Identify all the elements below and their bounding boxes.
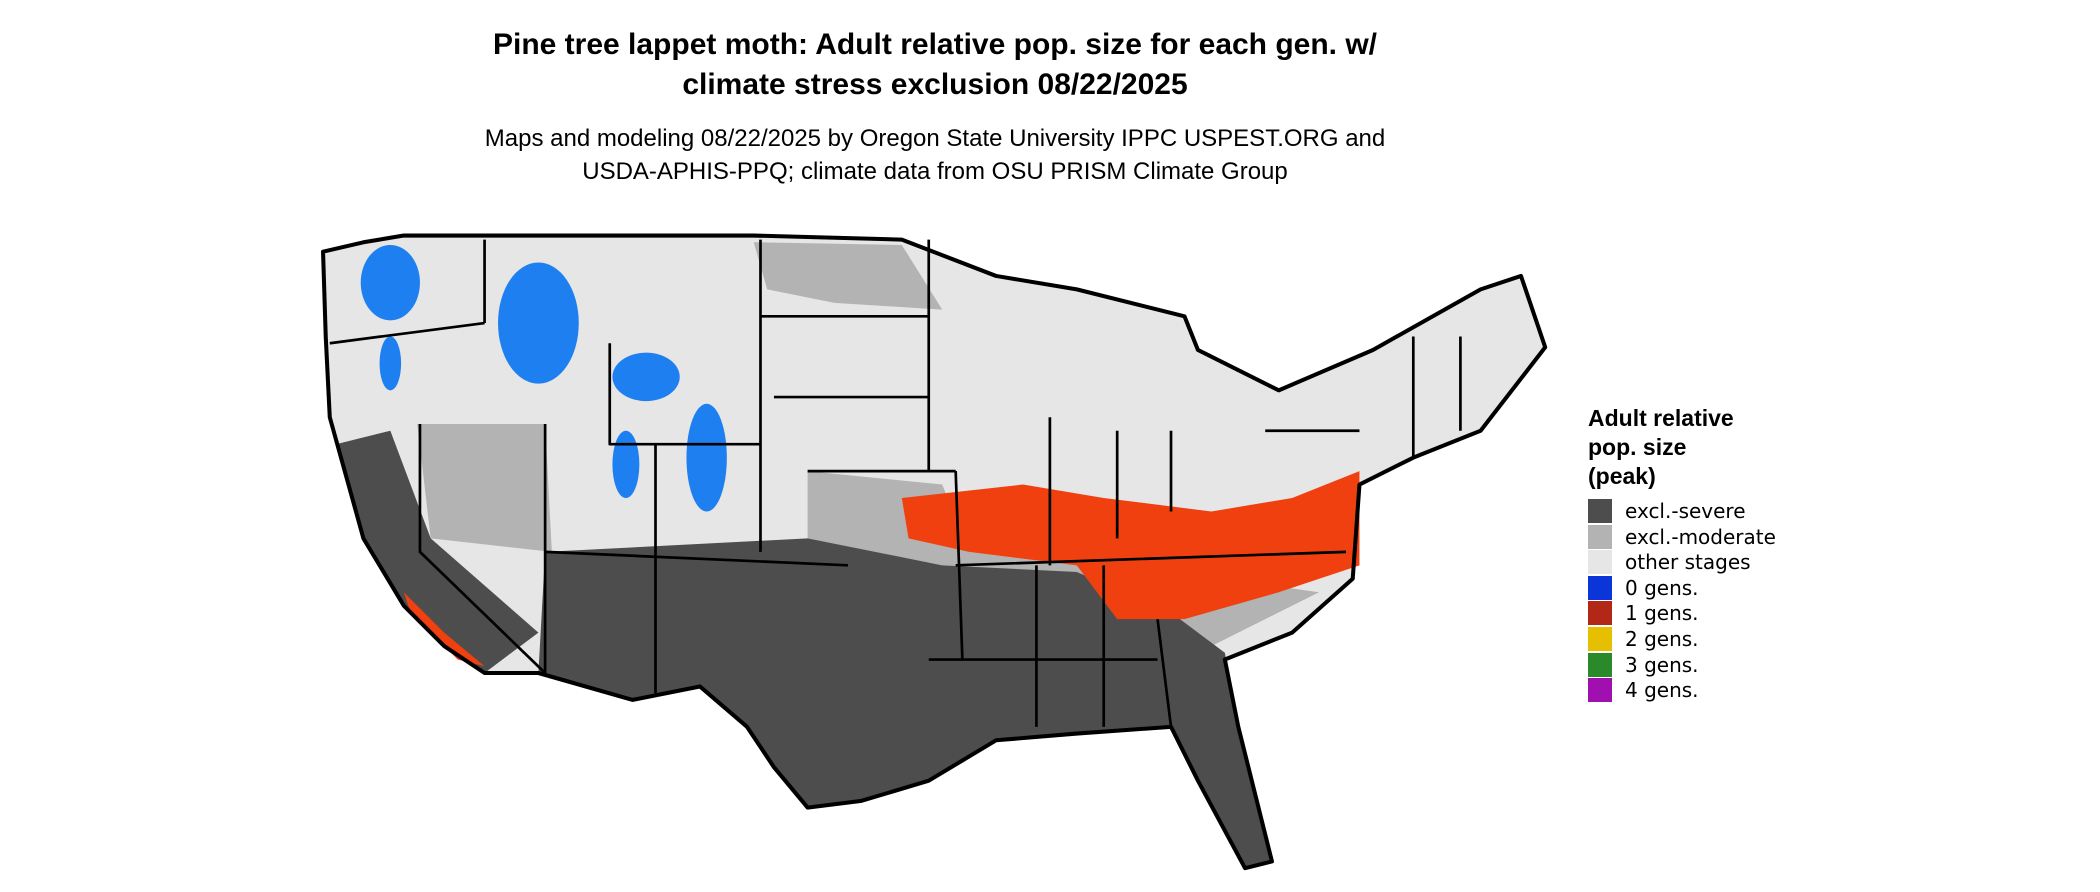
legend-swatch bbox=[1588, 678, 1612, 703]
legend-swatch bbox=[1588, 499, 1612, 523]
one-gen-region bbox=[403, 471, 1360, 667]
legend-item: 2 gens. bbox=[1588, 627, 1699, 651]
legend-swatch bbox=[1588, 575, 1612, 600]
legend-title: (peak) bbox=[1588, 463, 1656, 489]
legend-label: other stages bbox=[1625, 550, 1751, 575]
legend-label: excl.-severe bbox=[1625, 499, 1746, 523]
legend-label: 0 gens. bbox=[1625, 575, 1699, 600]
legend-item: 3 gens. bbox=[1588, 652, 1699, 677]
legend-item: excl.-severe bbox=[1588, 499, 1746, 523]
legend-item: 1 gens. bbox=[1588, 601, 1699, 626]
us-outline bbox=[321, 233, 1548, 871]
legend-item: other stages bbox=[1588, 550, 1751, 575]
legend-title: Adult relative bbox=[1588, 405, 1734, 431]
legend-label: 2 gens. bbox=[1625, 627, 1699, 651]
subtitle: Maps and modeling 08/22/2025 by Oregon S… bbox=[484, 125, 1386, 152]
severe-region bbox=[336, 430, 1272, 869]
legend-item: excl.-moderate bbox=[1588, 524, 1776, 549]
zero-gen-patches bbox=[360, 244, 727, 512]
legend-title: pop. size bbox=[1588, 434, 1687, 460]
title: Pine tree lappet moth: Adult relative po… bbox=[492, 28, 1378, 61]
legend-label: 3 gens. bbox=[1625, 652, 1699, 677]
legend-label: 4 gens. bbox=[1625, 678, 1699, 703]
state-borders bbox=[329, 239, 1462, 728]
legend-swatch bbox=[1588, 601, 1612, 626]
legend-label: excl.-moderate bbox=[1625, 524, 1776, 549]
title: climate stress exclusion 08/22/2025 bbox=[682, 68, 1188, 101]
legend-swatch bbox=[1588, 652, 1612, 677]
subtitle: USDA-APHIS-PPQ; climate data from OSU PR… bbox=[582, 158, 1288, 185]
legend-item: 4 gens. bbox=[1588, 678, 1699, 703]
legend-swatch bbox=[1588, 550, 1612, 575]
legend-item: 0 gens. bbox=[1588, 575, 1699, 600]
legend-label: 1 gens. bbox=[1625, 601, 1699, 626]
legend-swatch bbox=[1588, 524, 1612, 549]
legend-swatch bbox=[1588, 627, 1612, 651]
